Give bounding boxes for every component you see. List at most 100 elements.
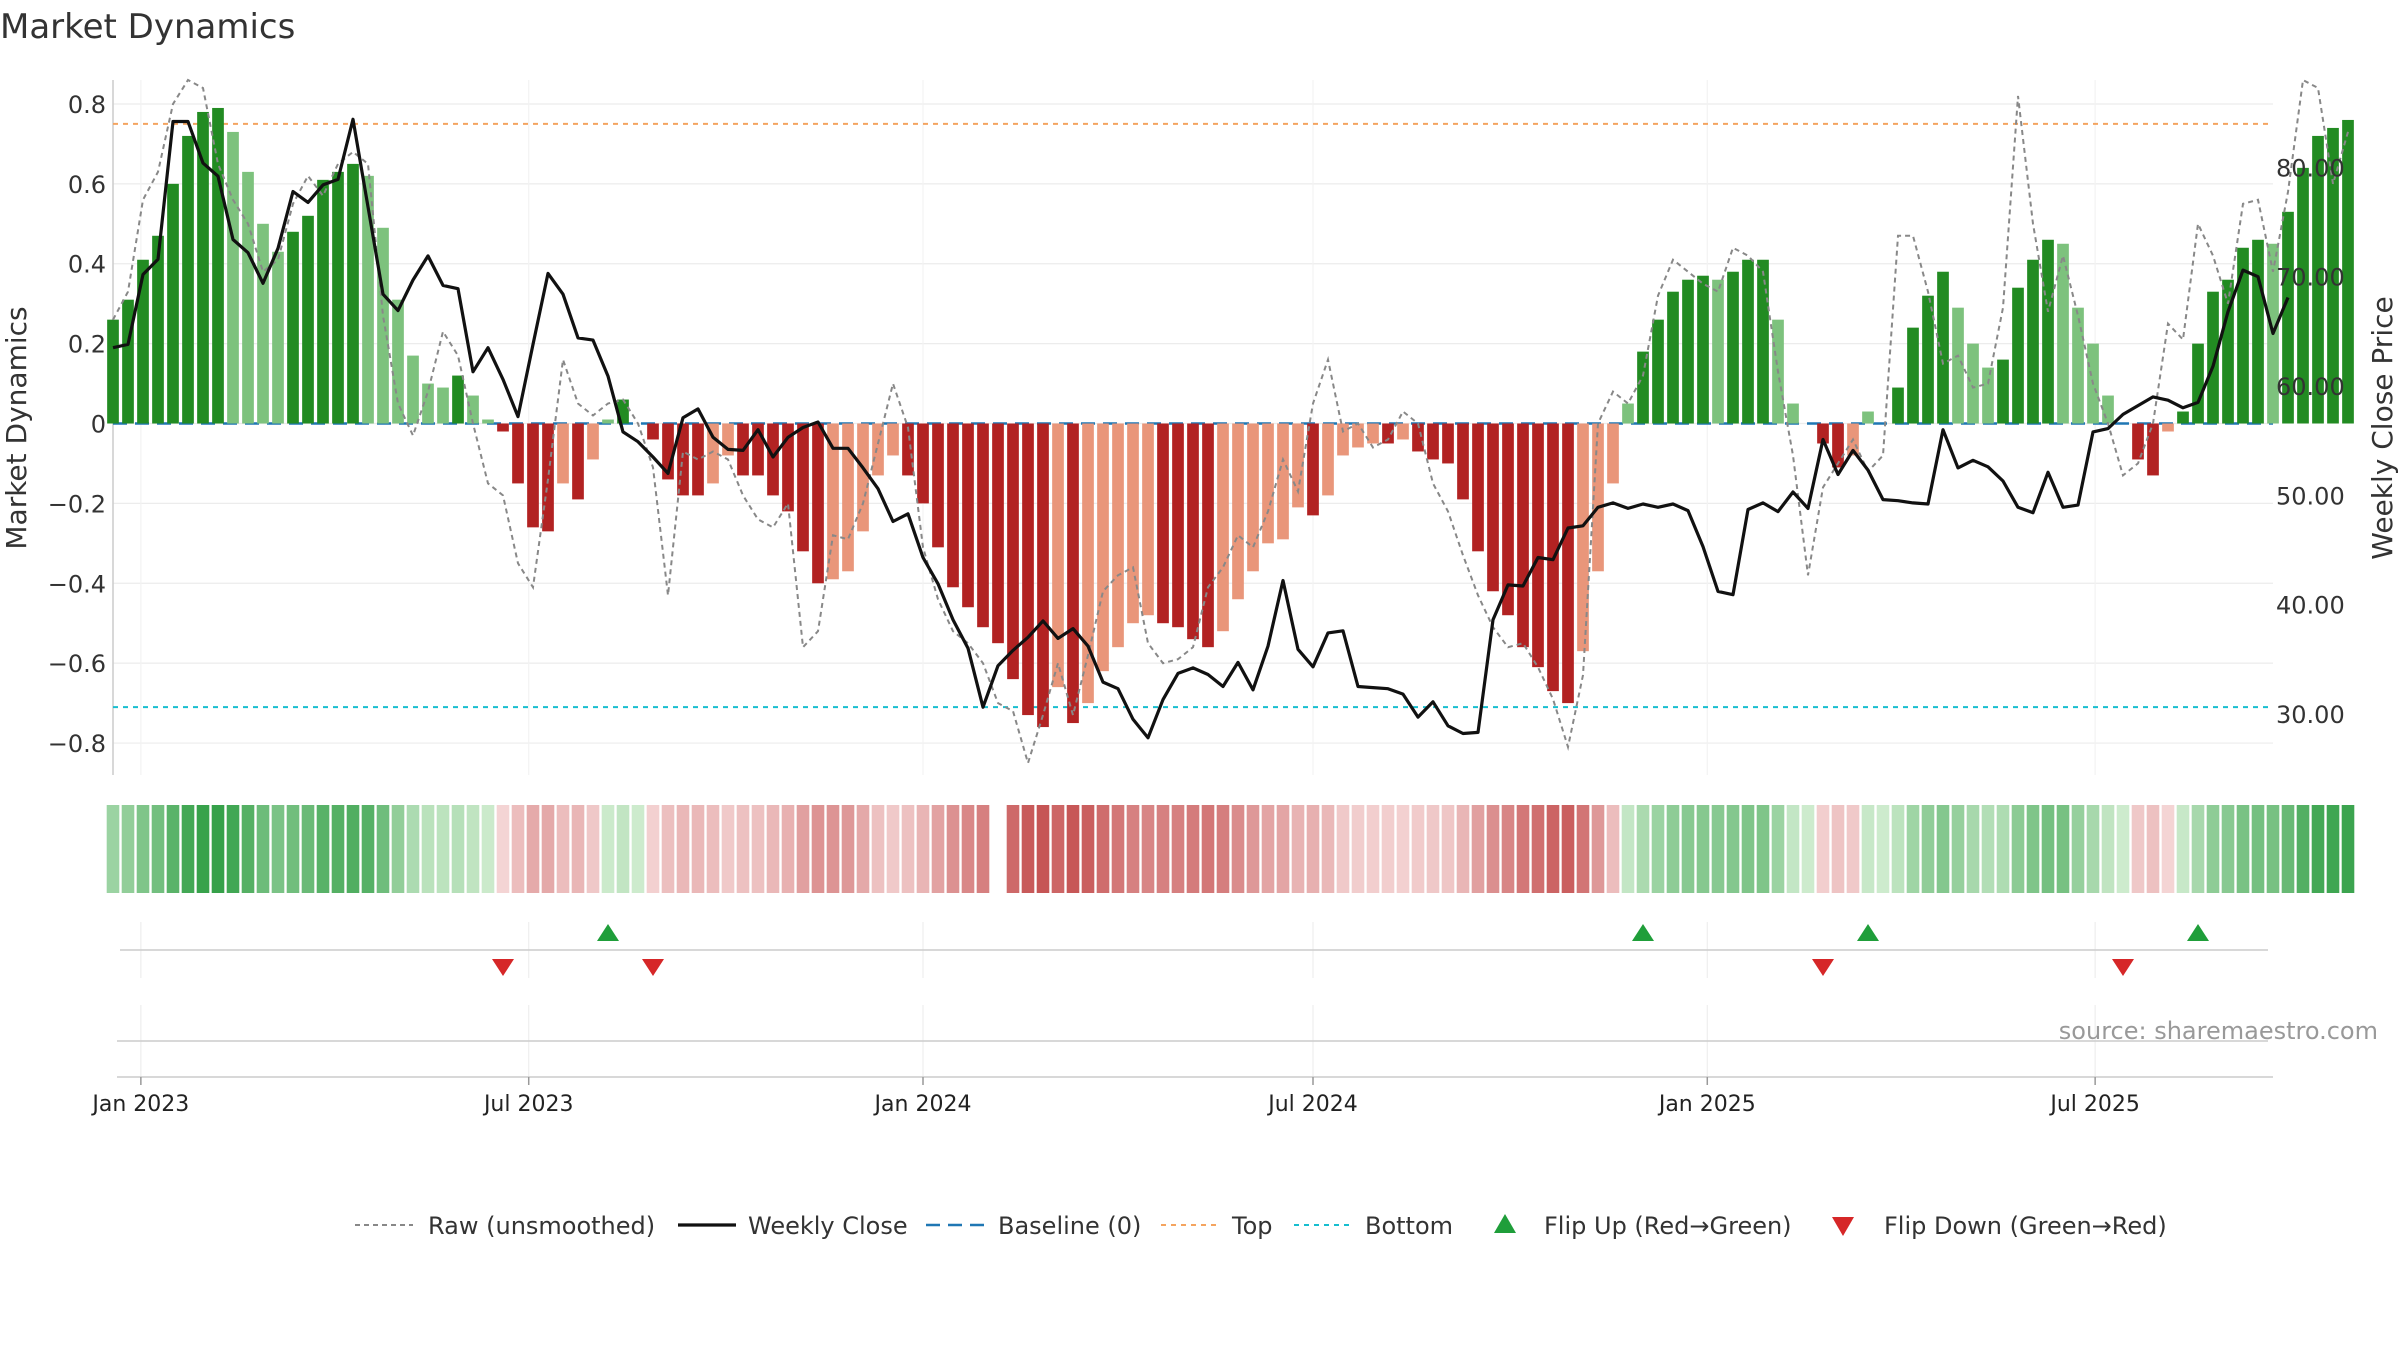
band-cell <box>1726 805 1740 893</box>
band-cell <box>106 805 120 893</box>
band-cell <box>661 805 675 893</box>
dynamics-bar <box>1247 423 1259 572</box>
y2-tick-label: 60.00 <box>2276 373 2345 401</box>
band-cell <box>271 805 285 893</box>
dynamics-bar <box>1097 423 1109 672</box>
band-cell <box>1636 805 1650 893</box>
dynamics-bar <box>1862 411 1874 424</box>
band-cell <box>1951 805 1965 893</box>
band-cell <box>2041 805 2055 893</box>
dynamics-bar <box>1652 319 1664 424</box>
dynamics-bar <box>932 423 944 548</box>
dynamics-bar <box>362 175 374 424</box>
band-cell <box>391 805 405 893</box>
band-cell <box>1921 805 1935 893</box>
flip-up-marker <box>2187 924 2209 941</box>
band-cell <box>1411 805 1425 893</box>
dynamics-bar <box>1952 307 1964 424</box>
band-cell <box>1756 805 1770 893</box>
dynamics-bar <box>782 423 794 512</box>
band-cell <box>451 805 465 893</box>
band-cell <box>886 805 900 893</box>
weekly-close-series <box>112 117 2290 740</box>
dynamics-bar <box>722 423 734 456</box>
dynamics-bar <box>167 183 179 424</box>
dynamics-bar <box>662 423 674 480</box>
y2-tick-label: 30.00 <box>2276 701 2345 729</box>
band-cell <box>2146 805 2160 893</box>
band-cell <box>1366 805 1380 893</box>
dynamics-bar <box>197 111 209 424</box>
y2-tick-label: 80.00 <box>2276 154 2345 182</box>
dynamics-bar <box>287 231 299 424</box>
dynamics-bar <box>2177 411 2189 424</box>
dynamics-bar <box>2042 239 2054 424</box>
band-cell <box>1606 805 1620 893</box>
flip-down-marker <box>2112 959 2134 976</box>
legend-swatch-flip-down <box>1832 1217 1854 1236</box>
x-tick-label: Jul 2025 <box>2048 1092 2140 1117</box>
band-cell <box>691 805 705 893</box>
band-cell <box>1471 805 1485 893</box>
band-cell <box>586 805 600 893</box>
band-cell <box>1081 805 1095 893</box>
dynamics-bar <box>1457 423 1469 500</box>
band-cell <box>871 805 885 893</box>
band-cell <box>301 805 315 893</box>
dynamics-bar <box>1682 279 1694 424</box>
dynamics-bar <box>452 375 464 424</box>
dynamics-bar <box>1367 423 1379 444</box>
dynamics-bar <box>2147 423 2159 476</box>
band-cell <box>151 805 165 893</box>
dynamics-bar <box>917 423 929 504</box>
dynamics-bar <box>437 387 449 424</box>
dynamics-bar <box>842 423 854 572</box>
dynamics-bar <box>407 355 419 424</box>
band-cell <box>1591 805 1605 893</box>
band-cell <box>766 805 780 893</box>
dynamics-bar <box>872 423 884 476</box>
band-cell <box>2161 805 2175 893</box>
band-cell <box>2116 805 2130 893</box>
chart-title: Market Dynamics <box>0 7 295 47</box>
band-cell <box>1456 805 1470 893</box>
band-cell <box>2311 805 2325 893</box>
band-cell <box>1516 805 1530 893</box>
band-cell <box>1576 805 1590 893</box>
band-cell <box>931 805 945 893</box>
dynamics-bar <box>2162 423 2174 432</box>
dynamics-bar <box>1907 327 1919 424</box>
legend-swatch-flip-up <box>1494 1214 1516 1233</box>
source-note: source: sharemaestro.com <box>2059 1017 2378 1045</box>
dynamics-bar <box>572 423 584 500</box>
dynamics-bar <box>512 423 524 484</box>
band-cell <box>1651 805 1665 893</box>
band-cell <box>1111 805 1125 893</box>
dynamics-bar <box>2207 291 2219 424</box>
band-cell <box>601 805 615 893</box>
y2-tick-label: 40.00 <box>2276 592 2345 620</box>
band-cell <box>2191 805 2205 893</box>
dynamics-bar <box>1982 367 1994 424</box>
flip-up-marker <box>1632 924 1654 941</box>
x-tick-label: Jul 2024 <box>1266 1092 1358 1117</box>
band-cell <box>1771 805 1785 893</box>
legend-label-flip-up: Flip Up (Red→Green) <box>1544 1212 1792 1240</box>
band-cell <box>2221 805 2235 893</box>
dynamics-bar <box>1067 423 1079 724</box>
dynamics-bar <box>1217 423 1229 632</box>
dynamics-bar <box>467 395 479 424</box>
dynamics-bar <box>1607 423 1619 484</box>
band-cell <box>1066 805 1080 893</box>
band-cell <box>211 805 225 893</box>
dynamics-bar <box>647 423 659 440</box>
dynamics-bar <box>947 423 959 588</box>
band-cell <box>781 805 795 893</box>
weekly-close-line <box>112 117 2290 740</box>
dynamics-bar <box>2012 287 2024 424</box>
band-cell <box>1291 805 1305 893</box>
legend-label-bottom: Bottom <box>1365 1212 1453 1240</box>
band-cell <box>2266 805 2280 893</box>
band-cell <box>1906 805 1920 893</box>
